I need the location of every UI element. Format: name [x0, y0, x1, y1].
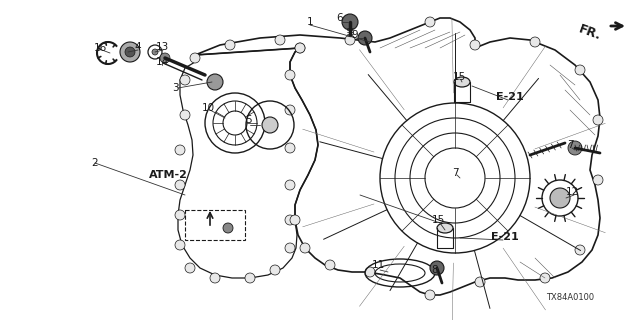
Text: 6: 6 [337, 13, 343, 23]
Ellipse shape [437, 223, 453, 233]
Circle shape [342, 14, 358, 30]
Circle shape [593, 115, 603, 125]
Text: 5: 5 [244, 115, 252, 125]
Circle shape [295, 43, 305, 53]
Circle shape [160, 53, 170, 63]
Text: 10: 10 [202, 103, 214, 113]
Circle shape [530, 37, 540, 47]
Circle shape [285, 143, 295, 153]
Circle shape [210, 273, 220, 283]
Circle shape [285, 215, 295, 225]
Circle shape [275, 35, 285, 45]
Circle shape [575, 65, 585, 75]
Circle shape [358, 31, 372, 45]
Circle shape [245, 273, 255, 283]
Circle shape [175, 180, 185, 190]
Circle shape [120, 42, 140, 62]
Circle shape [180, 110, 190, 120]
Circle shape [470, 40, 480, 50]
Circle shape [300, 243, 310, 253]
Text: 2: 2 [92, 158, 99, 168]
Circle shape [175, 145, 185, 155]
Circle shape [425, 290, 435, 300]
Circle shape [295, 43, 305, 53]
Text: FR.: FR. [577, 23, 603, 43]
Circle shape [290, 215, 300, 225]
Circle shape [593, 175, 603, 185]
Circle shape [425, 17, 435, 27]
Text: 16: 16 [93, 43, 107, 53]
Ellipse shape [454, 77, 470, 87]
Text: 15: 15 [431, 215, 445, 225]
Text: 15: 15 [452, 72, 466, 82]
Circle shape [190, 53, 200, 63]
Circle shape [180, 75, 190, 85]
Circle shape [430, 261, 444, 275]
Text: E-21: E-21 [491, 232, 519, 242]
Text: 11: 11 [371, 260, 385, 270]
Circle shape [152, 49, 158, 55]
Text: TX84A0100: TX84A0100 [546, 293, 594, 302]
Text: 9: 9 [352, 30, 358, 40]
Text: 7: 7 [566, 140, 573, 150]
Circle shape [365, 267, 375, 277]
Circle shape [285, 180, 295, 190]
Circle shape [285, 105, 295, 115]
Text: E-21: E-21 [496, 92, 524, 102]
Circle shape [575, 245, 585, 255]
Circle shape [207, 74, 223, 90]
Circle shape [270, 265, 280, 275]
Text: ATM-2: ATM-2 [148, 170, 188, 180]
Text: 13: 13 [156, 42, 168, 52]
Circle shape [175, 210, 185, 220]
Text: 14: 14 [156, 57, 168, 67]
Circle shape [325, 260, 335, 270]
Circle shape [550, 188, 570, 208]
Text: 1: 1 [307, 17, 314, 27]
Text: 12: 12 [565, 187, 579, 197]
Circle shape [475, 277, 485, 287]
Circle shape [345, 35, 355, 45]
Circle shape [175, 240, 185, 250]
Circle shape [262, 117, 278, 133]
Text: 8: 8 [432, 265, 438, 275]
Circle shape [568, 141, 582, 155]
Text: 4: 4 [134, 42, 141, 52]
Circle shape [285, 243, 295, 253]
Circle shape [540, 273, 550, 283]
Circle shape [223, 223, 233, 233]
Circle shape [185, 263, 195, 273]
Text: 7: 7 [452, 168, 458, 178]
Text: 3: 3 [172, 83, 179, 93]
Circle shape [225, 40, 235, 50]
Circle shape [125, 47, 135, 57]
Circle shape [285, 70, 295, 80]
